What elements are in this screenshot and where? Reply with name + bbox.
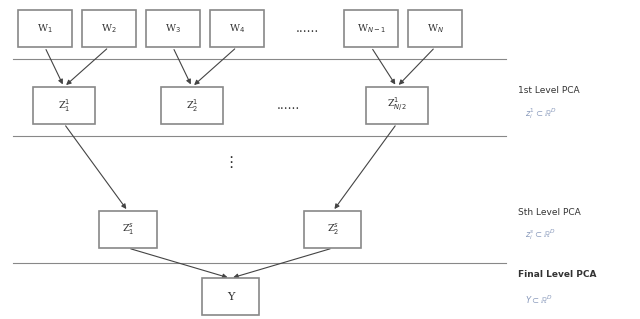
FancyBboxPatch shape (365, 87, 428, 123)
Text: ......: ...... (296, 22, 319, 35)
FancyBboxPatch shape (18, 11, 72, 47)
Text: W$_N$: W$_N$ (427, 22, 444, 35)
Text: $Y \subset \mathbb{R}^{D}$: $Y \subset \mathbb{R}^{D}$ (525, 294, 553, 306)
Text: Y: Y (227, 292, 234, 302)
FancyBboxPatch shape (82, 11, 136, 47)
Text: $z_i^1 \subset \mathbb{R}^{D}$: $z_i^1 \subset \mathbb{R}^{D}$ (525, 106, 556, 121)
FancyBboxPatch shape (33, 87, 95, 123)
Text: W$_2$: W$_2$ (101, 22, 116, 35)
Text: $z_i^s \subset \mathbb{R}^{D}$: $z_i^s \subset \mathbb{R}^{D}$ (525, 227, 556, 242)
Text: Z$_1^1$: Z$_1^1$ (58, 97, 70, 114)
Text: Z$_2^1$: Z$_2^1$ (186, 97, 198, 114)
FancyBboxPatch shape (99, 211, 157, 248)
FancyBboxPatch shape (146, 11, 200, 47)
Text: W$_1$: W$_1$ (37, 22, 52, 35)
Text: ......: ...... (276, 99, 300, 112)
Text: Z$_1^s$: Z$_1^s$ (122, 222, 134, 237)
FancyBboxPatch shape (344, 11, 398, 47)
Text: ⋮: ⋮ (223, 155, 238, 170)
Text: Sth Level PCA: Sth Level PCA (518, 208, 581, 217)
FancyBboxPatch shape (304, 211, 362, 248)
FancyBboxPatch shape (408, 11, 463, 47)
Text: W$_{N-1}$: W$_{N-1}$ (356, 22, 386, 35)
FancyBboxPatch shape (161, 87, 223, 123)
Text: W$_4$: W$_4$ (228, 22, 245, 35)
Text: W$_3$: W$_3$ (165, 22, 180, 35)
FancyBboxPatch shape (202, 278, 259, 315)
Text: 1st Level PCA: 1st Level PCA (518, 86, 580, 95)
Text: Z$_{N/2}^1$: Z$_{N/2}^1$ (387, 96, 406, 114)
Text: Final Level PCA: Final Level PCA (518, 270, 597, 279)
Text: Z$_2^s$: Z$_2^s$ (326, 222, 339, 237)
FancyBboxPatch shape (210, 11, 264, 47)
